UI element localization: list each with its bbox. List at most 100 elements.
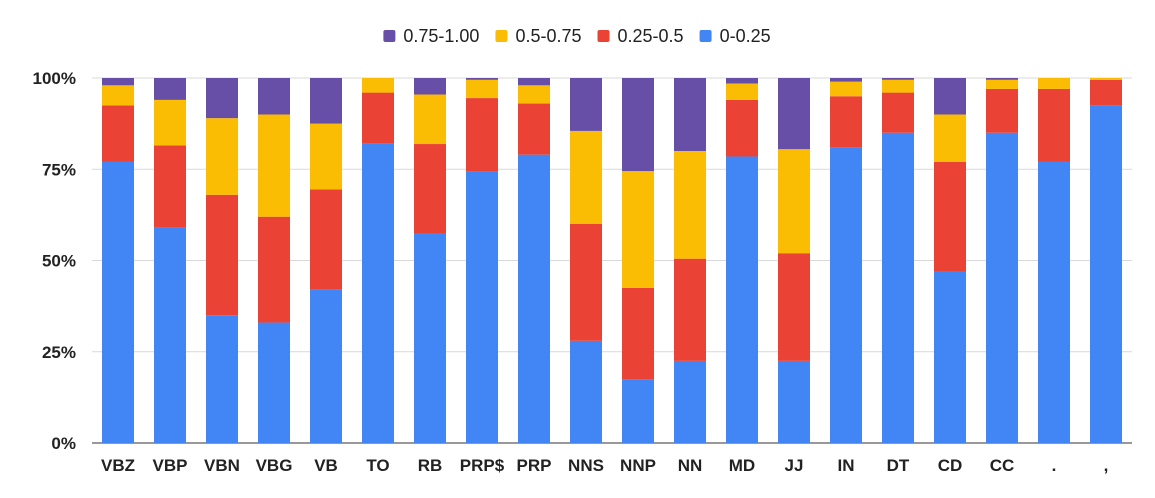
y-axis-ticks: 0% 25% 50% 75% 100% (33, 69, 76, 453)
bar-segment-0.25-0.5 (466, 98, 498, 172)
bar-segment-0-0.25 (934, 271, 966, 443)
bar-segment-0.75-1.00 (622, 78, 654, 172)
x-category-label: PRP (517, 456, 552, 475)
legend-label: 0.75-1.00 (403, 26, 479, 46)
legend-swatch (597, 30, 610, 42)
bar-segment-0.25-0.5 (362, 92, 394, 144)
bar-stack-3 (258, 78, 290, 443)
bar-segment-0.25-0.5 (258, 216, 290, 323)
x-category-label: PRP$ (460, 456, 505, 475)
legend-label: 0.25-0.5 (618, 26, 684, 46)
y-tick-label: 75% (42, 160, 76, 179)
bar-segment-0.5-0.75 (310, 123, 342, 190)
y-tick-label: 25% (42, 343, 76, 362)
legend-item-0.75-1.00: 0.75-1.00 (383, 26, 479, 46)
bar-segment-0.25-0.5 (570, 224, 602, 341)
bar-segment-0-0.25 (102, 161, 134, 443)
bar-segment-0-0.25 (674, 360, 706, 443)
bar-segment-0.25-0.5 (882, 92, 914, 133)
bar-segment-0-0.25 (986, 132, 1018, 443)
bar-stack-18 (1038, 78, 1070, 443)
bar-segment-0.25-0.5 (934, 161, 966, 272)
bars (102, 78, 1122, 443)
bar-segment-0-0.25 (466, 171, 498, 443)
legend: 0.75-1.00 0.5-0.75 0.25-0.5 0-0.25 (383, 26, 771, 46)
x-category-label: MD (729, 456, 755, 475)
x-category-label: IN (838, 456, 855, 475)
bar-stack-2 (206, 78, 238, 443)
legend-swatch (383, 30, 396, 42)
bar-stack-7 (466, 78, 498, 443)
bar-segment-0.25-0.5 (518, 103, 550, 155)
bar-segment-0-0.25 (570, 340, 602, 443)
y-tick-label: 50% (42, 252, 76, 271)
x-category-label: . (1052, 456, 1057, 475)
bar-segment-0.75-1.00 (206, 78, 238, 119)
bar-segment-0.75-1.00 (934, 78, 966, 115)
bar-segment-0.25-0.5 (154, 145, 186, 228)
bar-segment-0.5-0.75 (258, 114, 290, 217)
bar-segment-0-0.25 (414, 233, 446, 443)
bar-segment-0.5-0.75 (206, 118, 238, 195)
bar-segment-0.5-0.75 (1038, 78, 1070, 89)
bar-stack-10 (622, 78, 654, 443)
bar-segment-0.5-0.75 (414, 94, 446, 145)
bar-segment-0-0.25 (1038, 161, 1070, 443)
bar-stack-9 (570, 78, 602, 443)
bar-segment-0.5-0.75 (466, 79, 498, 99)
legend-swatch (495, 30, 508, 42)
bar-stack-15 (882, 78, 914, 443)
x-category-label: VB (314, 456, 338, 475)
gridlines (92, 77, 1132, 444)
bar-segment-0.5-0.75 (882, 79, 914, 93)
bar-segment-0.5-0.75 (934, 114, 966, 162)
bar-segment-0.25-0.5 (830, 96, 862, 148)
bar-segment-0.25-0.5 (778, 253, 810, 361)
x-axis-categories: VBZ VBP VBN VBG VB TO RB PRP$ PRP NNS NNP NN MD JJ IN D… (101, 456, 1108, 475)
bar-segment-0.5-0.75 (674, 151, 706, 259)
bar-segment-0.5-0.75 (154, 99, 186, 146)
bar-segment-0.75-1.00 (518, 78, 550, 86)
bar-stack-4 (310, 78, 342, 443)
x-category-label: VBP (153, 456, 188, 475)
legend-item-0-0.25: 0-0.25 (699, 26, 771, 46)
x-category-label: VBZ (101, 456, 135, 475)
bar-segment-0.25-0.5 (206, 194, 238, 316)
bar-segment-0.75-1.00 (310, 78, 342, 124)
bar-segment-0.5-0.75 (726, 83, 758, 100)
bar-stack-19 (1090, 78, 1122, 443)
bar-segment-0.75-1.00 (778, 78, 810, 150)
x-category-label: NNP (620, 456, 656, 475)
bar-segment-0.25-0.5 (622, 287, 654, 380)
bar-segment-0.75-1.00 (154, 78, 186, 100)
bar-segment-0-0.25 (778, 360, 810, 443)
bar-segment-0-0.25 (830, 147, 862, 443)
legend-swatch (699, 30, 712, 42)
bar-segment-0-0.25 (518, 154, 550, 443)
x-category-label: CC (990, 456, 1015, 475)
bar-segment-0-0.25 (726, 156, 758, 443)
bar-segment-0.75-1.00 (830, 78, 862, 82)
bar-segment-0.75-1.00 (882, 78, 914, 80)
y-tick-label: 0% (51, 434, 76, 453)
x-category-label: VBN (204, 456, 240, 475)
bar-segment-0-0.25 (622, 379, 654, 443)
bar-stack-6 (414, 78, 446, 443)
bar-segment-0.75-1.00 (986, 78, 1018, 80)
bar-segment-0.75-1.00 (570, 78, 602, 131)
bar-stack-16 (934, 78, 966, 443)
bar-segment-0.5-0.75 (778, 149, 810, 254)
bar-segment-0.5-0.75 (362, 78, 394, 93)
x-category-label: VBG (256, 456, 293, 475)
bar-segment-0.5-0.75 (102, 85, 134, 106)
bar-segment-0.75-1.00 (102, 78, 134, 86)
bar-segment-0.25-0.5 (674, 258, 706, 361)
bar-stack-13 (778, 78, 810, 443)
bar-segment-0.5-0.75 (830, 81, 862, 97)
bar-stack-14 (830, 78, 862, 443)
bar-stack-11 (674, 78, 706, 443)
bar-segment-0-0.25 (882, 132, 914, 443)
bar-segment-0.75-1.00 (726, 78, 758, 84)
